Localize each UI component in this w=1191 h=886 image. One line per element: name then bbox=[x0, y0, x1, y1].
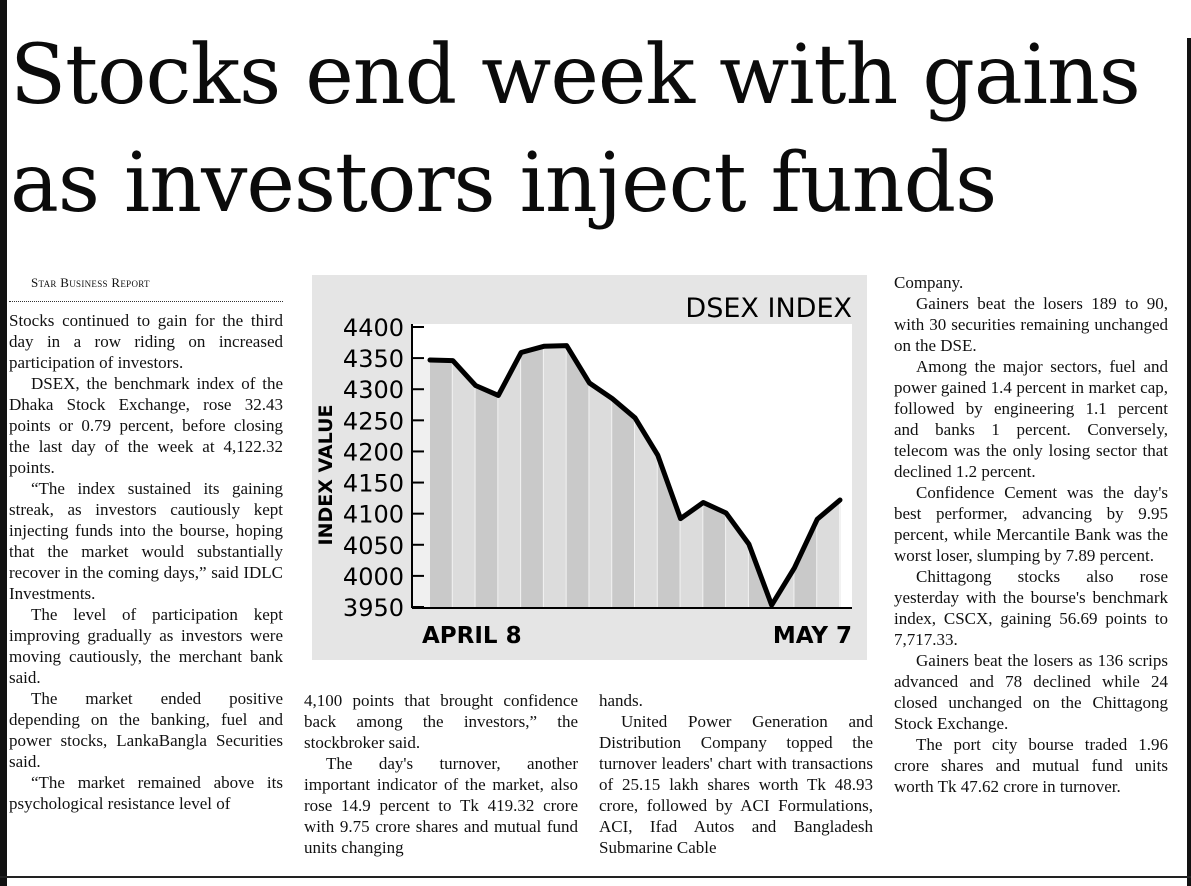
paragraph: Gainers beat the losers as 136 scrips ad… bbox=[894, 651, 1168, 733]
index-line bbox=[427, 343, 843, 608]
area-band bbox=[635, 417, 658, 608]
area-band bbox=[498, 352, 522, 608]
article-column-4: Company. Gainers beat the losers 189 to … bbox=[894, 272, 1168, 797]
paragraph: DSEX, the benchmark index of the Dhaka S… bbox=[9, 374, 283, 477]
area-band bbox=[543, 345, 567, 608]
paragraph: The market ended positive depending on t… bbox=[9, 689, 283, 771]
paragraph: hands. bbox=[599, 691, 643, 710]
y-tick-label: 4350 bbox=[343, 345, 404, 373]
y-tick-label: 4000 bbox=[343, 563, 404, 591]
y-tick-label: 4400 bbox=[343, 314, 404, 342]
area-band bbox=[703, 502, 727, 608]
paragraph: Chittagong stocks also rose yesterday wi… bbox=[894, 567, 1168, 649]
paragraph: Gainers beat the losers 189 to 90, with … bbox=[894, 294, 1168, 355]
article-column-3: hands. United Power Generation and Distr… bbox=[599, 690, 873, 858]
byline: Star Business Report bbox=[31, 275, 150, 290]
area-band bbox=[589, 383, 613, 608]
paragraph: The day's turnover, another important in… bbox=[304, 754, 578, 857]
area-band bbox=[657, 455, 681, 608]
x-end-label: MAY 7 bbox=[773, 623, 852, 649]
paragraph: Company. bbox=[894, 273, 964, 292]
y-axis-label: INDEX VALUE bbox=[315, 405, 337, 546]
x-start-label: APRIL 8 bbox=[422, 623, 522, 649]
right-border-bar bbox=[1187, 38, 1191, 886]
y-tick-label: 4200 bbox=[343, 438, 404, 466]
area-band bbox=[817, 499, 840, 608]
paragraph: The level of participation kept improvin… bbox=[9, 605, 283, 687]
paragraph: United Power Generation and Distribution… bbox=[599, 712, 873, 857]
area-band bbox=[680, 502, 704, 608]
area-band bbox=[794, 519, 818, 608]
area-band bbox=[412, 359, 430, 608]
paragraph: “The market remained above its psycholog… bbox=[9, 773, 283, 813]
paragraph: Confidence Cement was the day's best per… bbox=[894, 483, 1168, 565]
bottom-rule bbox=[0, 876, 1191, 878]
y-tick-label: 3950 bbox=[343, 594, 404, 622]
paragraph: The port city bourse traded 1.96 crore s… bbox=[894, 735, 1168, 796]
paragraph: Among the major sectors, fuel and power … bbox=[894, 357, 1168, 481]
left-border-bar bbox=[0, 0, 7, 886]
headline: Stocks end week with gains as investors … bbox=[10, 28, 1141, 231]
area-band bbox=[430, 359, 453, 608]
chart-title: DSEX INDEX bbox=[685, 293, 852, 324]
area-band bbox=[566, 345, 590, 608]
dsex-index-chart: 4400 4350 4300 4250 4200 4150 4100 4050 4000 3950… bbox=[312, 275, 867, 660]
y-tick-label: 4250 bbox=[343, 407, 404, 435]
y-tick-label: 4300 bbox=[343, 376, 404, 404]
paragraph: 4,100 points that brought confidence bac… bbox=[304, 691, 578, 752]
y-tick-label: 4150 bbox=[343, 470, 404, 498]
article-column-2: 4,100 points that brought confidence bac… bbox=[304, 690, 578, 858]
area-band bbox=[452, 360, 476, 608]
paragraph: Stocks continued to gain for the third d… bbox=[9, 311, 283, 372]
area-band bbox=[612, 398, 635, 608]
paragraph: “The index sustained its gaining streak,… bbox=[9, 479, 283, 603]
y-tick-label: 4100 bbox=[343, 501, 404, 529]
article-column-1: Star Business Report Stocks continued to… bbox=[9, 272, 283, 814]
area-band bbox=[521, 346, 544, 608]
area-band bbox=[475, 385, 499, 608]
dotted-divider bbox=[9, 293, 283, 302]
y-tick-label: 4050 bbox=[343, 532, 404, 560]
